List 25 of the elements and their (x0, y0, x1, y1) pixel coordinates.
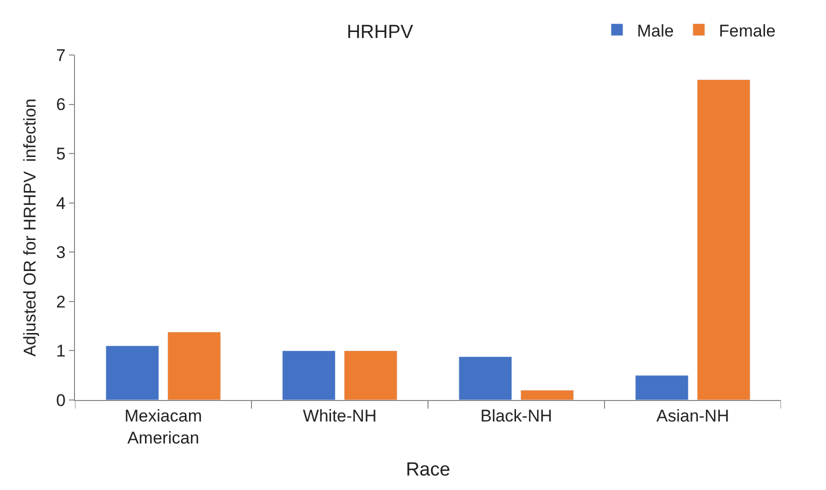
y-tick-label: 0 (56, 390, 66, 410)
x-tick-label: Asian-NH (656, 406, 730, 426)
chart-title: HRHPV (346, 22, 414, 43)
bar (458, 356, 512, 400)
bar (635, 375, 689, 400)
bar (282, 350, 336, 400)
y-tick-label: 5 (56, 144, 66, 164)
y-tick-label: 4 (56, 194, 66, 213)
y-tick-label: 1 (56, 342, 66, 361)
bar (344, 350, 398, 400)
y-tick-label: 2 (56, 292, 66, 312)
legend-label: Male (637, 21, 674, 40)
y-tick-label: 7 (56, 46, 66, 65)
bar (696, 79, 750, 400)
bar (106, 346, 160, 400)
bar (520, 390, 574, 400)
y-tick-label: 6 (56, 95, 66, 114)
y-tick-label: 3 (56, 243, 66, 262)
x-tick-label: Black-NH (480, 406, 552, 426)
x-tick-label: Mexiacam American (124, 406, 202, 448)
x-tick-label: White-NH (302, 406, 377, 426)
bar (167, 332, 221, 400)
legend-label: Female (718, 21, 776, 40)
x-axis-title: Race (406, 459, 450, 480)
y-axis-title: Adjusted OR for HRHPV infection (20, 98, 40, 356)
